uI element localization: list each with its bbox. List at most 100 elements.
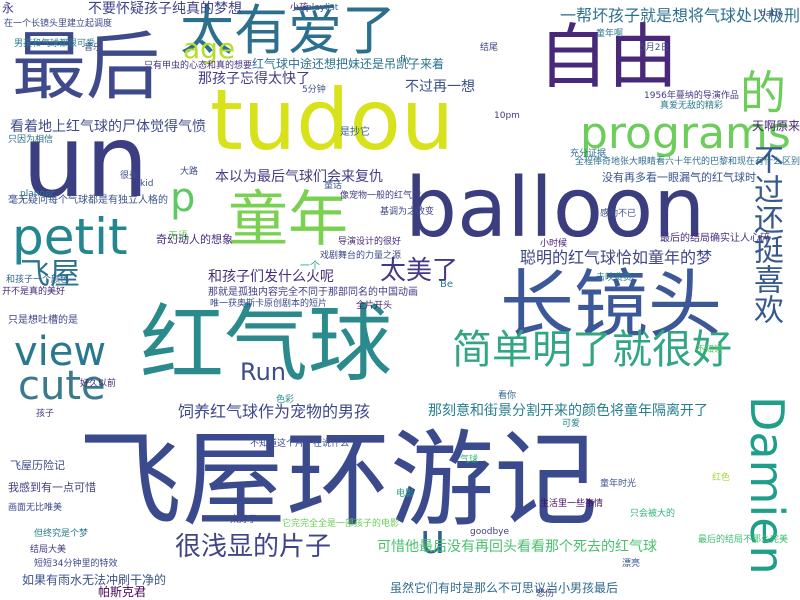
- word-cloud-word: 长镜头: [500, 262, 722, 348]
- word-cloud-word: 好久以前: [80, 379, 117, 389]
- word-cloud-word: 和孩子一个颜色: [6, 275, 70, 285]
- word-cloud-word: 5月2日: [640, 43, 670, 53]
- word-cloud-word: goodbye: [470, 527, 510, 537]
- word-cloud-word: 击映费费: [596, 273, 633, 283]
- word-cloud-word: 只有甲虫的心态和真的想要: [144, 61, 253, 71]
- word-cloud-word: 可爱: [562, 419, 581, 429]
- word-cloud-word: 色彩: [276, 395, 295, 405]
- word-cloud-word: 10pm: [494, 111, 520, 121]
- word-cloud-word: 结局大美: [30, 545, 67, 555]
- word-cloud-word: 的: [740, 66, 786, 120]
- word-cloud-word: 真爱无敌的精彩: [660, 101, 724, 111]
- word-cloud-word: balloon: [405, 161, 706, 256]
- word-cloud-word: 很浅显的片子: [175, 532, 332, 562]
- word-cloud-word: 太有爱了: [180, 0, 396, 62]
- word-cloud-word: 最后: [12, 24, 160, 110]
- word-cloud-word: 本以为最后气球们会来复仇: [215, 169, 383, 185]
- word-cloud-word: 毫无疑问每个气球都是有独立人格的: [8, 195, 168, 206]
- word-cloud-word: 不过还挺喜欢: [748, 144, 783, 324]
- word-cloud-word: 开不是真的美好: [2, 287, 66, 297]
- word-cloud-word: 看你: [498, 391, 517, 401]
- word-cloud-word: Run: [240, 358, 287, 386]
- word-cloud-word: 但终究是个梦: [34, 529, 89, 539]
- word-cloud-word: 音乐: [84, 43, 103, 53]
- word-cloud-word: 飞屋: [20, 257, 80, 292]
- word-cloud-word: Be: [440, 279, 454, 290]
- word-cloud-word: 5分钟: [302, 85, 326, 95]
- word-cloud-word: 奇幻动人的想象: [156, 233, 233, 246]
- word-cloud-word: 没有再多看一眼漏气的红气球时: [602, 171, 756, 184]
- word-cloud-word: 自由: [538, 16, 678, 98]
- word-cloud-word: 不要怀疑孩子纯真的梦想: [88, 1, 242, 17]
- word-cloud-word: view: [14, 329, 107, 375]
- word-cloud-word: 生活里一些事情: [540, 499, 604, 509]
- word-cloud-word: fly: [400, 55, 411, 65]
- word-cloud-word: 很美: [120, 171, 139, 181]
- word-cloud-word: 1956年蔓纳的导演作品: [644, 91, 739, 101]
- word-cloud-word: cute: [18, 363, 106, 409]
- word-cloud-word: tudou: [210, 71, 455, 169]
- word-cloud-word: 如果有雨水无法冲刷干净的: [22, 573, 167, 587]
- word-cloud-word: playlist: [306, 3, 339, 13]
- word-cloud-word: 悲伤: [536, 589, 555, 599]
- word-cloud-word: 全片开头: [356, 301, 393, 311]
- word-cloud-word: age: [183, 32, 236, 65]
- word-cloud-word: 感动不已: [600, 209, 637, 219]
- word-cloud-word: kid: [140, 179, 154, 189]
- word-cloud-word: 男孩和气球都很可爱: [14, 39, 96, 49]
- word-cloud-word: 一个: [300, 261, 320, 272]
- word-cloud-word: 漂亮: [622, 559, 641, 569]
- word-cloud-word: 可惜他最后没有再回头看看那个死去的红气球: [377, 539, 657, 555]
- word-cloud-word: 短短34分钟里的特效: [34, 559, 118, 569]
- word-cloud-word: 童年时光: [600, 479, 637, 489]
- word-cloud-word: 看着地上红气球的尸体觉得气愤: [10, 119, 206, 135]
- word-cloud-word: 不过再一想: [405, 79, 475, 95]
- word-cloud-word: 是抄它: [340, 127, 370, 138]
- word-cloud-word: petit: [12, 208, 128, 266]
- word-cloud-word: 气球: [460, 455, 479, 465]
- word-cloud-word: 飞屋历险记: [10, 459, 65, 472]
- word-cloud-word: 童年: [228, 185, 348, 255]
- word-cloud-word: 不知道这个片子在说什么: [250, 439, 350, 449]
- word-cloud-word: 画面无比唯美: [8, 503, 63, 513]
- word-cloud-word: 简单明了就很好: [452, 327, 732, 373]
- word-cloud-word: 天啊原来: [751, 119, 800, 133]
- word-cloud-word: 在一个长镜头里建立起调度: [4, 19, 113, 29]
- word-cloud-word: u: [420, 517, 446, 563]
- word-cloud-word: un: [22, 103, 149, 220]
- word-cloud-word: 不知道: [696, 345, 724, 355]
- word-cloud-word: 像宠物一般的红气球: [340, 191, 422, 201]
- word-cloud-word: 电影: [396, 489, 415, 499]
- word-cloud-word: 只会被大的: [630, 509, 676, 519]
- word-cloud-word: programs: [580, 108, 791, 159]
- word-cloud-word: 结尾: [480, 43, 499, 53]
- word-cloud-word: 无语: [168, 231, 188, 242]
- word-cloud-word: 红色: [712, 473, 731, 483]
- word-cloud-word: 一帮坏孩子就是想将气球处以极刑: [559, 6, 800, 25]
- word-cloud-word: 导演设计的很好: [338, 237, 402, 247]
- word-cloud-word: 小时候: [540, 239, 568, 249]
- word-cloud-word: 大路: [180, 167, 199, 177]
- word-cloud-word: 红气球中途还想把妹还是吊凯子来着: [252, 57, 445, 71]
- word-cloud-word: 帕斯克君: [98, 585, 147, 599]
- word-cloud-word: 孩子: [36, 409, 55, 419]
- word-cloud-word: 飞屋环游记: [78, 419, 599, 541]
- word-cloud-word: 永: [2, 1, 15, 15]
- word-cloud-word: 只是想吐槽的是: [8, 315, 78, 326]
- word-cloud-word: baby: [760, 9, 783, 19]
- word-cloud-word: 我感到有一点可惜: [8, 481, 96, 494]
- word-cloud-word: 那孩子忘得太快了: [198, 71, 310, 87]
- word-cloud-word: 戏剧舞台的力量之源: [320, 251, 402, 261]
- word-cloud-word: 童年啊: [596, 29, 624, 39]
- word-cloud-word: 饲养红气球作为宠物的男孩: [178, 402, 371, 421]
- word-cloud-word: p: [170, 175, 196, 221]
- word-cloud-word: 基调为之改变: [380, 207, 435, 217]
- word-cloud-word: 只因为相信: [8, 135, 54, 145]
- word-cloud-word: 童话: [324, 181, 343, 191]
- word-cloud-word: 它完完全全是一部孩子的电影: [282, 519, 400, 529]
- word-cloud-word: 聪明的红气球恰如童年的梦: [520, 248, 713, 267]
- word-cloud-word: 那就是孤独内容完全不同于那部同名的中国动画: [208, 287, 418, 298]
- word-cloud-word: 和孩子们发什么火呢: [208, 269, 334, 285]
- word-cloud-word: 最后的结局不那么完美: [698, 535, 789, 545]
